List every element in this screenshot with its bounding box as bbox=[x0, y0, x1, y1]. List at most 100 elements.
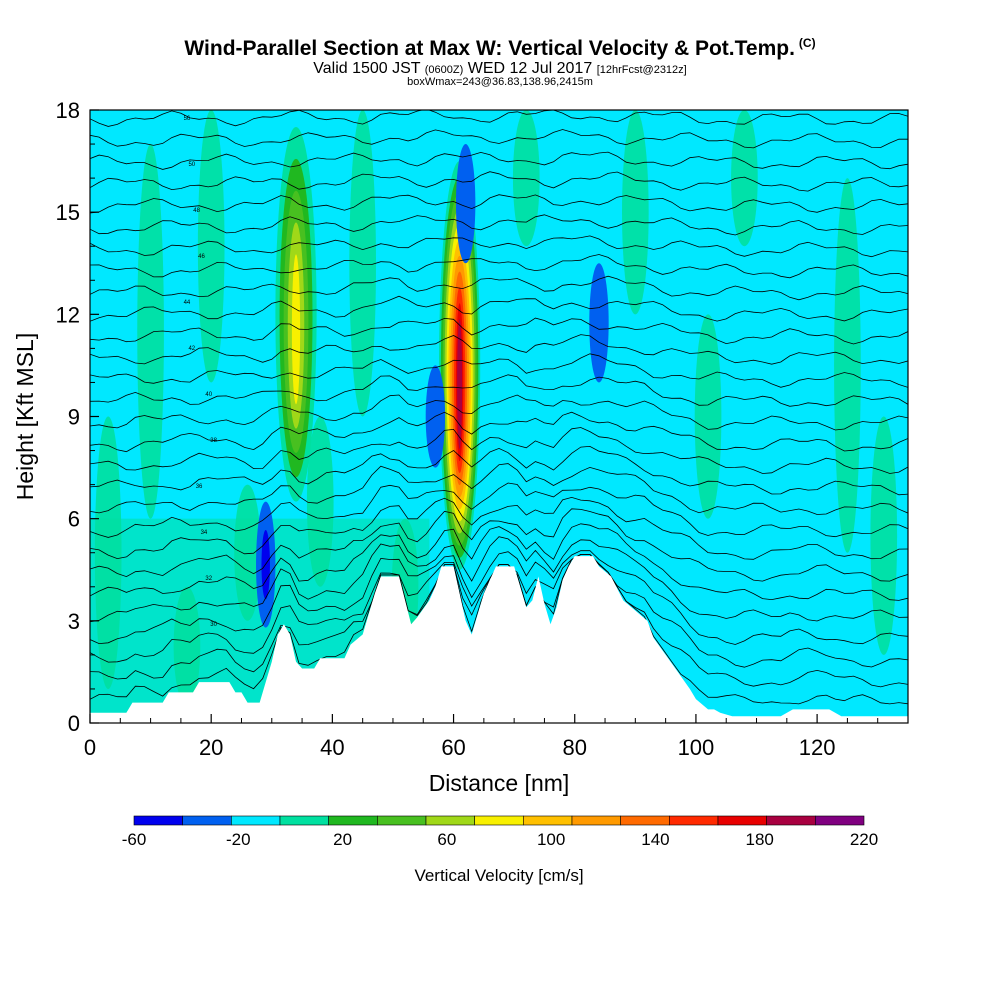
colorbar-segment bbox=[133, 815, 183, 826]
colorbar-segment bbox=[815, 815, 865, 826]
colorbar-segment bbox=[231, 815, 281, 826]
theta-label: 46 bbox=[198, 254, 205, 260]
theta-contour-18 bbox=[90, 295, 908, 322]
theta-label: 50 bbox=[188, 162, 195, 168]
weak-updraft-3 bbox=[197, 110, 225, 383]
theta-label: 30 bbox=[210, 622, 217, 628]
theta-contour-8 bbox=[90, 482, 908, 538]
theta-contour-14 bbox=[90, 374, 908, 407]
colorbar-tick-label: 20 bbox=[333, 830, 352, 849]
colorbar-title: Vertical Velocity [cm/s] bbox=[414, 866, 583, 885]
theta-contour-21 bbox=[90, 235, 908, 258]
theta-contour-13 bbox=[90, 394, 908, 431]
theta-contour-2 bbox=[90, 554, 908, 668]
colorbar-tick-label: -20 bbox=[226, 830, 251, 849]
theta-contour-22 bbox=[90, 214, 908, 236]
theta-contour-5 bbox=[90, 523, 908, 601]
weak-updraft-10 bbox=[834, 178, 861, 553]
theta-label: 34 bbox=[201, 530, 208, 536]
weak-updraft-4 bbox=[349, 110, 376, 417]
y-tick-label: 0 bbox=[68, 711, 80, 736]
chart-title-text: Wind-Parallel Section at Max W: Vertical… bbox=[184, 37, 795, 60]
colorbar-segment bbox=[717, 815, 767, 826]
y-axis-title: Height [Kft MSL] bbox=[12, 333, 38, 500]
theta-contour-24 bbox=[90, 171, 908, 192]
colorbar-segment bbox=[669, 815, 719, 826]
y-tick-label: 15 bbox=[56, 200, 80, 225]
theta-contour-15 bbox=[90, 353, 908, 388]
x-tick-label: 60 bbox=[441, 735, 465, 760]
colorbar-segment bbox=[182, 815, 232, 826]
theta-label: 56 bbox=[184, 116, 191, 122]
colorbar-segment bbox=[425, 815, 475, 826]
x-tick-label: 20 bbox=[199, 735, 223, 760]
theta-contour-16 bbox=[90, 334, 908, 365]
chart-title: Wind-Parallel Section at Max W: Vertical… bbox=[0, 36, 1000, 61]
theta-label: 42 bbox=[188, 346, 195, 352]
theta-label: 40 bbox=[205, 392, 212, 398]
theta-label: 44 bbox=[184, 300, 191, 306]
terrain bbox=[90, 556, 908, 723]
x-tick-label: 120 bbox=[799, 735, 836, 760]
theta-contour-6 bbox=[90, 508, 908, 582]
plot-area: 56 50 48 46 44 42 40 38 36 34 32 30 bbox=[90, 110, 908, 723]
colorbar-tick-label: 180 bbox=[746, 830, 774, 849]
colorbar-tick-label: -60 bbox=[122, 830, 147, 849]
colorbar-segment bbox=[328, 815, 378, 826]
colorbar-segment bbox=[523, 815, 573, 826]
weak-updraft-11 bbox=[870, 416, 898, 655]
colorbar-tick-label: 140 bbox=[641, 830, 669, 849]
theta-contour-26 bbox=[90, 129, 908, 149]
colorbar-segment bbox=[377, 815, 427, 826]
updraft-core-0-level-4 bbox=[291, 254, 301, 405]
weak-updraft-8 bbox=[694, 314, 722, 519]
weak-updraft-1 bbox=[137, 144, 164, 519]
theta-contour-3 bbox=[90, 550, 908, 645]
x-axis-title: Distance [nm] bbox=[429, 770, 570, 796]
x-tick-label: 40 bbox=[320, 735, 344, 760]
theta-contour-7 bbox=[90, 496, 908, 560]
theta-contour-25 bbox=[90, 151, 908, 170]
theta-label: 36 bbox=[196, 484, 203, 490]
valid-time: Valid 1500 JST bbox=[313, 60, 421, 77]
theta-label: 32 bbox=[205, 576, 212, 582]
x-tick-label: 80 bbox=[562, 735, 586, 760]
y-tick-label: 9 bbox=[68, 405, 80, 430]
theta-contour-12 bbox=[90, 411, 908, 453]
theta-label: 48 bbox=[193, 208, 200, 214]
weak-updraft-6 bbox=[512, 110, 540, 247]
theta-contour-9 bbox=[90, 463, 908, 515]
colorbar-segment bbox=[620, 815, 670, 826]
theta-contour-27 bbox=[90, 110, 908, 127]
theta-contour-23 bbox=[90, 194, 908, 214]
x-tick-label: 100 bbox=[678, 735, 715, 760]
forecast-info: [12hrFcst@2312z] bbox=[596, 64, 687, 76]
downdraft-2 bbox=[589, 263, 609, 383]
x-tick-label: 0 bbox=[84, 735, 96, 760]
downdraft-3 bbox=[455, 144, 476, 264]
theta-contour-11 bbox=[90, 427, 908, 474]
updraft-core-1-level-10 bbox=[457, 318, 463, 450]
colorbar-segment bbox=[474, 815, 524, 826]
colorbar-segment bbox=[571, 815, 621, 826]
colorbar-tick-label: 100 bbox=[537, 830, 565, 849]
y-tick-label: 6 bbox=[68, 507, 80, 532]
y-tick-label: 3 bbox=[68, 609, 80, 634]
theta-contour-4 bbox=[90, 536, 908, 623]
theta-contour-10 bbox=[90, 445, 908, 496]
colorbar-tick-label: 60 bbox=[437, 830, 456, 849]
colorbar-segment bbox=[279, 815, 329, 826]
valid-date: WED 12 Jul 2017 bbox=[467, 60, 593, 77]
chart-subtitle: Valid 1500 JST (0600Z) WED 12 Jul 2017 [… bbox=[0, 60, 1000, 78]
copyright-mark: (C) bbox=[798, 36, 816, 50]
theta-contour-20 bbox=[90, 254, 908, 279]
y-tick-label: 18 bbox=[56, 98, 80, 123]
colorbar-segment bbox=[766, 815, 816, 826]
theta-label: 38 bbox=[210, 438, 217, 444]
y-tick-label: 12 bbox=[56, 302, 80, 327]
weak-updraft-7 bbox=[622, 110, 649, 315]
colorbar-tick-label: 220 bbox=[850, 830, 878, 849]
box-info: boxWmax=243@36.83,138.96,2415m bbox=[407, 76, 593, 88]
theta-contour-17 bbox=[90, 317, 908, 345]
